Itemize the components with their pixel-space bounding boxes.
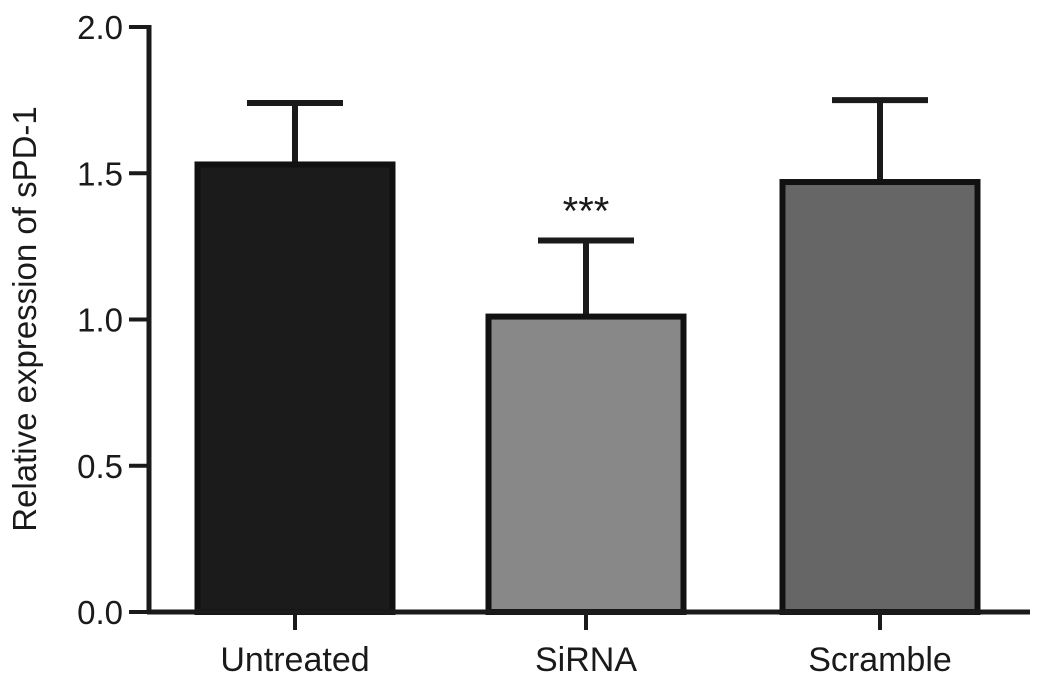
y-tick-label: 0.0 (77, 594, 123, 631)
significance-annotation: *** (563, 190, 610, 234)
y-tick-label: 0.5 (77, 448, 123, 485)
y-tick-label: 2.0 (77, 9, 123, 46)
error-bars (247, 97, 928, 317)
bars (194, 161, 981, 615)
x-tick-label-sirna: SiRNA (535, 641, 637, 679)
bar-scramble (779, 179, 981, 615)
y-tick-label: 1.5 (77, 155, 123, 192)
x-tick-label-scramble: Scramble (808, 641, 952, 679)
x-tick-label-untreated: Untreated (220, 641, 369, 679)
labels: Untreated SiRNA Scramble *** 0.0 0.5 1.0 1.5 2.0 (77, 9, 952, 679)
y-tick-label: 1.0 (77, 302, 123, 339)
axes (129, 25, 1030, 630)
y-axis-label: Relative expression of sPD-1 (6, 106, 43, 532)
bar-untreated (194, 161, 396, 615)
bar-sirna (485, 313, 687, 615)
